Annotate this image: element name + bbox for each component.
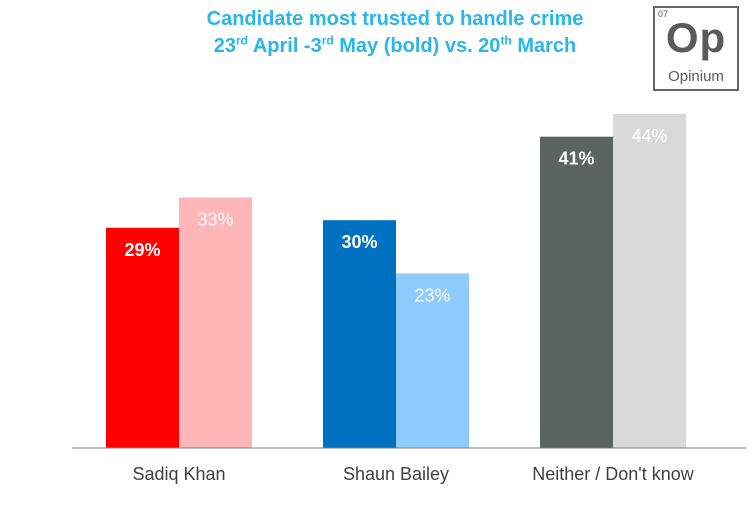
data-label: 30% <box>341 232 377 252</box>
bar-current-2 <box>540 136 613 448</box>
subtitle-part: March <box>511 35 577 57</box>
chart-title: Candidate most trusted to handle crime <box>206 8 584 30</box>
opinium-logo: 07 Op Opinium <box>653 6 739 91</box>
subtitle-part: April -3 <box>248 35 322 57</box>
category-label: Sadiq Khan <box>132 464 225 484</box>
category-label: Neither / Don't know <box>532 464 695 484</box>
logo-number: 07 <box>658 9 669 19</box>
category-label: Shaun Bailey <box>343 464 449 484</box>
bar-previous-0 <box>179 197 252 448</box>
logo-name: Opinium <box>668 68 724 85</box>
subtitle-part: 23 <box>213 35 236 57</box>
subtitle-sup: rd <box>321 33 334 48</box>
subtitle-sup: th <box>500 33 512 48</box>
bar-current-1 <box>323 220 396 448</box>
subtitle-sup: rd <box>236 33 248 48</box>
subtitle-part: May (bold) vs. 20 <box>333 35 501 57</box>
data-label: 29% <box>124 240 160 260</box>
data-label: 23% <box>414 285 450 305</box>
bar-current-0 <box>106 227 179 448</box>
data-label: 44% <box>631 126 667 146</box>
bar-previous-2 <box>613 113 686 449</box>
logo-symbol: Op <box>665 14 727 61</box>
data-label: 33% <box>197 209 233 229</box>
chart-subtitle: 23rd April -3rd May (bold) vs. 20th Marc… <box>0 33 753 59</box>
data-label: 41% <box>558 149 594 169</box>
bar-previous-1 <box>396 273 469 448</box>
